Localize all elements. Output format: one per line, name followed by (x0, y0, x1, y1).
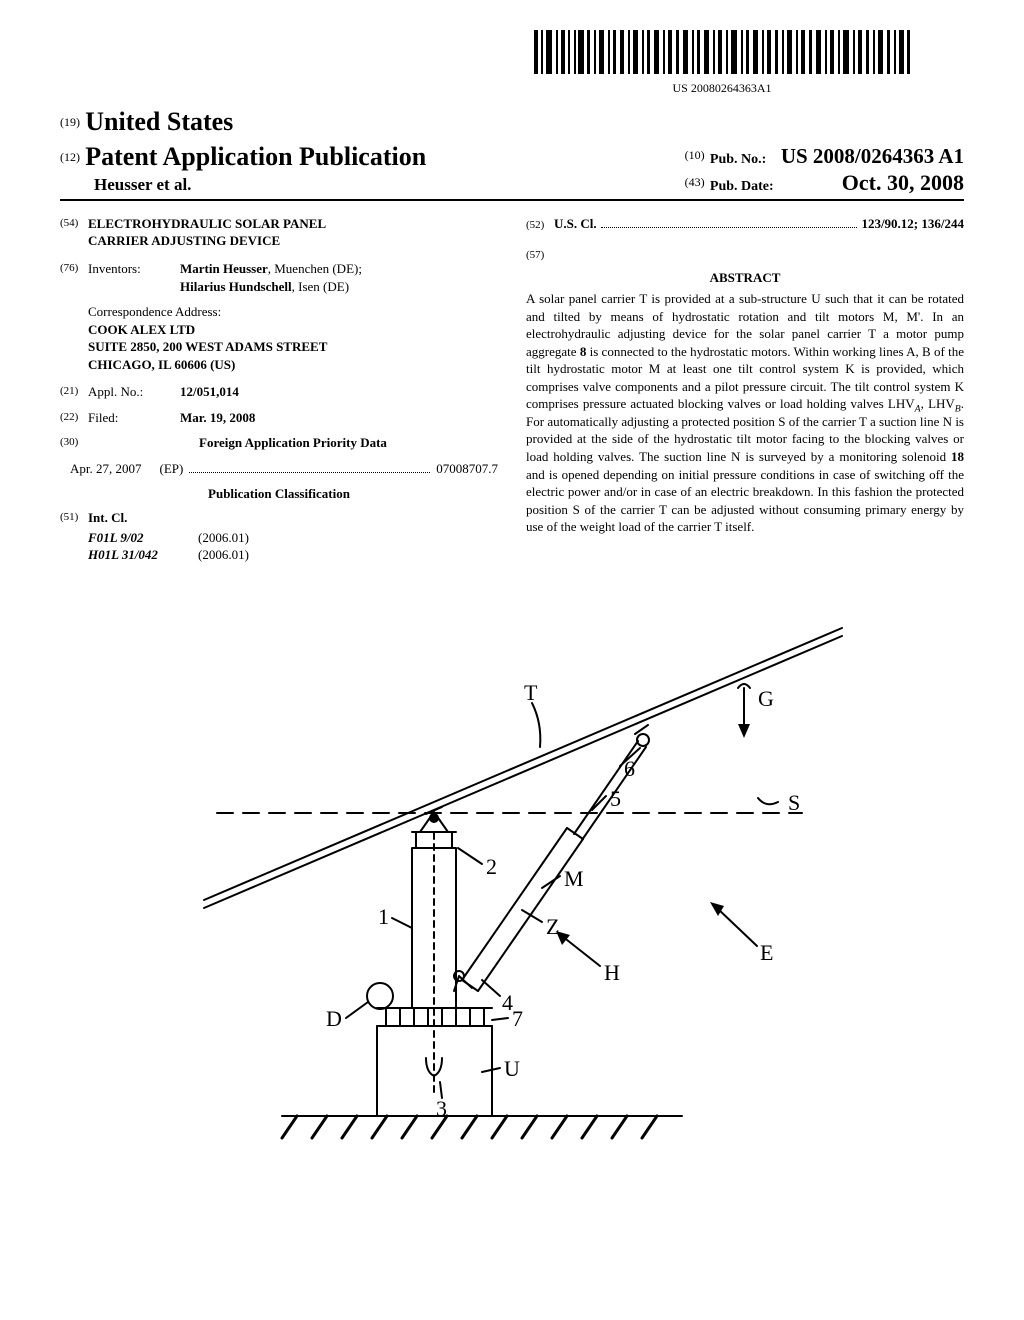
fig-label-1: 1 (378, 904, 389, 929)
doc-type: Patent Application Publication (85, 142, 426, 171)
int-cl-0-year: (2006.01) (198, 529, 249, 547)
int-cl-0-code: F01L 9/02 (88, 529, 198, 547)
biblio-columns: (54) ELECTROHYDRAULIC SOLAR PANEL CARRIE… (60, 215, 964, 564)
country: United States (85, 107, 233, 136)
inventor-1-loc: , Muenchen (DE); (268, 261, 362, 276)
foreign-priority-head: Foreign Application Priority Data (88, 434, 498, 452)
priority-number: 07008707.7 (436, 460, 498, 478)
correspondence-label: Correspondence Address: (88, 303, 498, 321)
appl-no-label: Appl. No.: (88, 383, 180, 401)
fig-label-3: 3 (436, 1096, 447, 1121)
priority-country: (EP) (160, 460, 184, 478)
inventor-2-loc: , Isen (DE) (292, 279, 349, 294)
fig-label-H: H (604, 960, 620, 985)
code-22: (22) (60, 409, 88, 427)
fig-label-6: 6 (624, 756, 635, 781)
correspondence: Correspondence Address: COOK ALEX LTD SU… (88, 303, 498, 373)
code-51: (51) (60, 509, 88, 527)
int-cl-1-code: H01L 31/042 (88, 546, 198, 564)
pub-date-value: Oct. 30, 2008 (842, 170, 964, 197)
barcode-area: US 20080264363A1 (60, 30, 964, 96)
code-57: (57) (526, 247, 554, 263)
barcode-graphic (532, 30, 912, 74)
figure-area: T G S 6 5 M Z H E 4 2 1 7 D U 3 (60, 588, 964, 1153)
invention-title: ELECTROHYDRAULIC SOLAR PANEL CARRIER ADJ… (88, 215, 368, 250)
priority-row: Apr. 27, 2007 (EP) 07008707.7 (70, 460, 498, 478)
us-cl-value: 123/90.12; 136/244 (861, 215, 964, 233)
abstract-body: A solar panel carrier T is provided at a… (526, 290, 964, 536)
code-10: (10) (685, 148, 705, 162)
corr-line-1: COOK ALEX LTD (88, 321, 498, 339)
fig-label-5: 5 (610, 786, 621, 811)
int-cl-1-year: (2006.01) (198, 546, 249, 564)
code-12: (12) (60, 150, 80, 164)
int-cl-list: F01L 9/02 (2006.01) H01L 31/042 (2006.01… (88, 529, 498, 564)
us-cl-row: (52) U.S. Cl. 123/90.12; 136/244 (526, 215, 964, 233)
code-52: (52) (526, 217, 554, 233)
corr-line-3: CHICAGO, IL 60606 (US) (88, 356, 498, 374)
fig-label-G: G (758, 686, 774, 711)
fig-label-2: 2 (486, 854, 497, 879)
code-76: (76) (60, 260, 88, 295)
fig-label-M: M (564, 866, 584, 891)
int-cl-label: Int. Cl. (88, 509, 127, 527)
filed-label: Filed: (88, 409, 180, 427)
abstract-head: ABSTRACT (526, 269, 964, 287)
pub-no-value: US 2008/0264363 A1 (781, 144, 964, 168)
patent-figure: T G S 6 5 M Z H E 4 2 1 7 D U 3 (162, 588, 862, 1148)
fig-label-7: 7 (512, 1006, 523, 1031)
code-19: (19) (60, 115, 80, 129)
inventors-list: Martin Heusser, Muenchen (DE); Hilarius … (180, 260, 498, 295)
pub-class-head: Publication Classification (60, 485, 498, 503)
pub-no-label: Pub. No.: (710, 152, 766, 167)
inventor-2-name: Hilarius Hundschell (180, 279, 292, 294)
fig-label-E: E (760, 940, 773, 965)
header-block: (19) United States (12) Patent Applicati… (60, 104, 964, 201)
barcode-text: US 20080264363A1 (480, 80, 964, 96)
inventor-1-name: Martin Heusser (180, 261, 268, 276)
fig-label-S: S (788, 790, 800, 815)
authors-line: Heusser et al. (60, 174, 426, 197)
code-54: (54) (60, 215, 88, 250)
fig-label-U: U (504, 1056, 520, 1081)
pub-date-label: Pub. Date: (710, 179, 774, 194)
filed-value: Mar. 19, 2008 (180, 409, 498, 427)
code-30: (30) (60, 434, 88, 452)
fig-label-Z: Z (546, 914, 559, 939)
code-43: (43) (685, 175, 705, 189)
us-cl-label: U.S. Cl. (554, 215, 597, 233)
fig-label-T: T (524, 680, 538, 705)
fig-label-D: D (326, 1006, 342, 1031)
appl-no-value: 12/051,014 (180, 383, 498, 401)
inventors-label: Inventors: (88, 260, 180, 295)
priority-date: Apr. 27, 2007 (70, 460, 142, 478)
corr-line-2: SUITE 2850, 200 WEST ADAMS STREET (88, 338, 498, 356)
code-21: (21) (60, 383, 88, 401)
